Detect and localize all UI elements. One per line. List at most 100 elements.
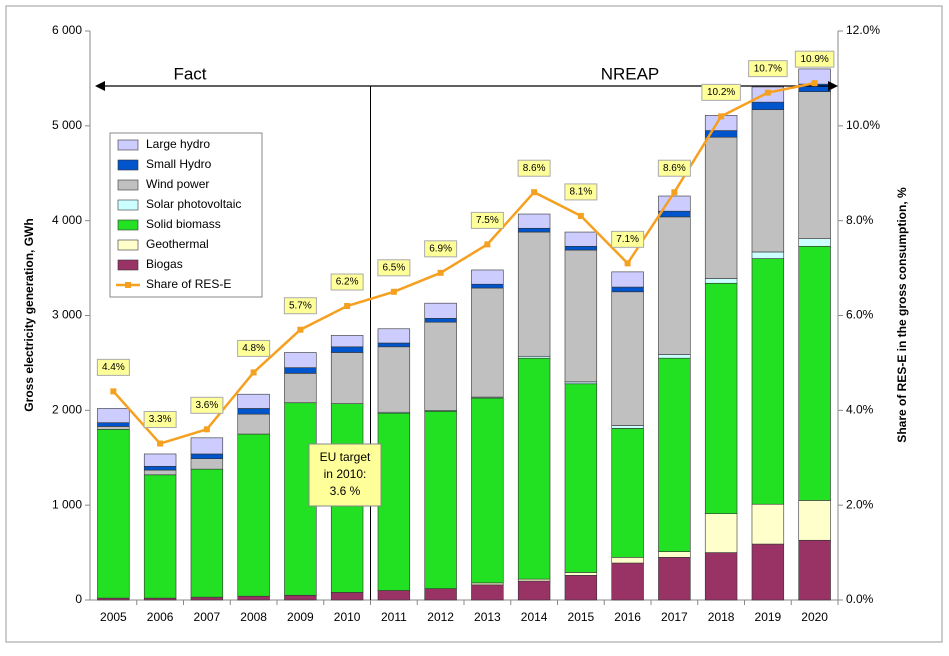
x-tick-label: 2014 [521,610,548,624]
value-label: 6.5% [382,262,405,273]
bar-segment [658,354,691,359]
bar-segment [424,318,457,323]
value-label: 4.8% [242,343,265,354]
bar-segment [190,596,224,601]
y2-tick-label: 10.0% [846,118,880,132]
bar-segment [751,109,785,253]
bar-segment [611,557,644,564]
bar-segment [517,227,551,233]
share-marker [157,440,164,447]
y-axis-title: Gross electricity generation, GWh [22,218,36,411]
bar-segment [658,357,691,552]
bar-segment [564,249,598,383]
bar-segment [377,342,411,348]
value-label-box [794,50,835,68]
y2-tick-label: 2.0% [846,497,874,511]
bar-segment [751,101,785,111]
bar-segment [284,352,317,368]
bar-segment [377,328,411,344]
y2-tick-label: 12.0% [846,23,880,37]
bar-segment [704,136,738,279]
legend-label: Solid biomass [146,217,221,231]
bar-segment [97,422,130,427]
value-label-box [237,339,271,357]
bar-segment [611,425,644,429]
share-marker [484,241,491,248]
bar-segment [798,539,831,601]
value-label: 10.9% [800,54,828,65]
bar-segment [237,595,270,601]
bar-segment [424,588,457,601]
share-marker [764,89,771,96]
x-tick-label: 2019 [755,610,782,624]
share-marker [110,388,117,395]
bar-segment [564,575,598,601]
y-tick-label: 1 000 [52,497,82,511]
bar-segment [471,584,504,601]
value-label-box [470,211,504,229]
bar-segment [190,453,224,459]
y-tick-label: 3 000 [52,308,82,322]
bar-segment [517,580,551,601]
value-label-box [190,396,224,414]
share-marker [624,260,631,267]
note-box [308,443,382,507]
y-tick-label: 4 000 [52,213,82,227]
share-marker [531,189,538,196]
value-label-box [564,183,598,201]
bar-segment [471,287,504,398]
bar-segment [143,453,177,467]
y2-tick-label: 4.0% [846,403,874,417]
legend-label: Geothermal [146,237,209,251]
fact-label: Fact [173,64,206,83]
value-label-box [611,230,645,248]
bar-segment [517,357,551,580]
bar-segment [143,469,177,476]
value-label-box [143,411,177,429]
arrow-head [95,81,105,91]
bar-segment [424,321,457,411]
value-label: 6.2% [336,277,359,288]
value-label-box [377,259,411,277]
y2-tick-label: 8.0% [846,213,874,227]
bar-segment [424,410,457,589]
legend-label: Solar photovoltaic [146,197,241,211]
share-marker [437,269,444,276]
value-label: 8.6% [663,163,686,174]
value-label-box [748,60,788,78]
bar-segment [658,551,691,558]
note-text: in 2010: [324,467,367,481]
legend-swatch [117,259,139,271]
legend-label: Wind power [146,177,209,191]
value-label: 7.1% [616,234,639,245]
x-tick-label: 2008 [240,610,267,624]
bar-segment [751,543,785,601]
legend-swatch [117,179,139,191]
legend-label: Large hydro [146,137,210,151]
x-tick-label: 2011 [381,610,407,624]
bar-segment [330,592,364,601]
bar-segment [798,500,831,541]
value-label: 4.4% [102,362,125,373]
share-marker [811,80,818,87]
bar-segment [284,373,317,404]
legend-swatch [117,239,139,251]
value-label-box [657,159,691,177]
share-marker [297,326,304,333]
bar-segment [237,393,270,409]
bar-segment [330,352,364,404]
x-tick-label: 2009 [287,610,314,624]
value-label: 10.2% [707,87,735,98]
bar-segment [798,238,831,247]
bar-segment [704,552,738,601]
bar-segment [611,428,644,558]
value-label-box [283,297,317,315]
bar-segment [798,245,831,501]
bar-segment [424,302,457,319]
value-label: 8.1% [569,187,592,198]
bar-segment [471,397,504,584]
bar-segment [237,433,270,597]
value-label-box [330,273,364,291]
share-marker [344,303,351,310]
